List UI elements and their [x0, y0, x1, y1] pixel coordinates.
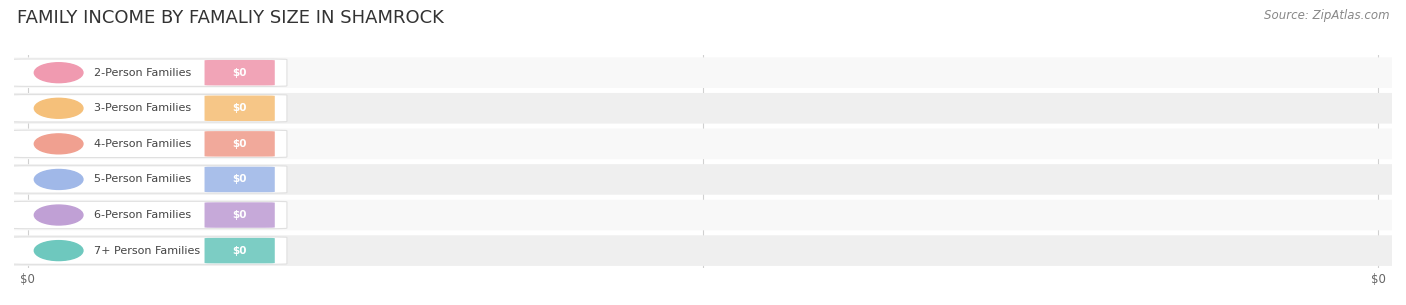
FancyBboxPatch shape: [204, 238, 274, 263]
FancyBboxPatch shape: [0, 93, 1406, 124]
Text: 2-Person Families: 2-Person Families: [94, 68, 191, 78]
FancyBboxPatch shape: [204, 95, 274, 121]
FancyBboxPatch shape: [10, 201, 287, 229]
FancyBboxPatch shape: [10, 59, 287, 86]
FancyBboxPatch shape: [204, 131, 274, 156]
FancyBboxPatch shape: [0, 200, 1406, 230]
FancyBboxPatch shape: [10, 130, 287, 158]
Text: 3-Person Families: 3-Person Families: [94, 103, 191, 113]
FancyBboxPatch shape: [10, 237, 287, 264]
Ellipse shape: [34, 205, 83, 225]
Text: $0: $0: [232, 139, 247, 149]
Text: $0: $0: [232, 103, 247, 113]
FancyBboxPatch shape: [204, 202, 274, 228]
FancyBboxPatch shape: [0, 235, 1406, 266]
FancyBboxPatch shape: [0, 129, 1406, 159]
Ellipse shape: [34, 63, 83, 83]
Ellipse shape: [34, 170, 83, 189]
Text: $0: $0: [232, 210, 247, 220]
FancyBboxPatch shape: [0, 57, 1406, 88]
Ellipse shape: [34, 134, 83, 154]
Text: 5-Person Families: 5-Person Families: [94, 174, 191, 185]
Text: $0: $0: [232, 174, 247, 185]
Text: $0: $0: [232, 68, 247, 78]
Text: FAMILY INCOME BY FAMALIY SIZE IN SHAMROCK: FAMILY INCOME BY FAMALIY SIZE IN SHAMROC…: [17, 9, 444, 27]
FancyBboxPatch shape: [204, 60, 274, 85]
Text: 4-Person Families: 4-Person Families: [94, 139, 191, 149]
Ellipse shape: [34, 241, 83, 260]
Text: Source: ZipAtlas.com: Source: ZipAtlas.com: [1264, 9, 1389, 22]
Ellipse shape: [34, 98, 83, 118]
FancyBboxPatch shape: [10, 95, 287, 122]
Text: 7+ Person Families: 7+ Person Families: [94, 246, 200, 256]
Text: 6-Person Families: 6-Person Families: [94, 210, 191, 220]
FancyBboxPatch shape: [10, 166, 287, 193]
FancyBboxPatch shape: [0, 164, 1406, 195]
Text: $0: $0: [232, 246, 247, 256]
FancyBboxPatch shape: [204, 167, 274, 192]
